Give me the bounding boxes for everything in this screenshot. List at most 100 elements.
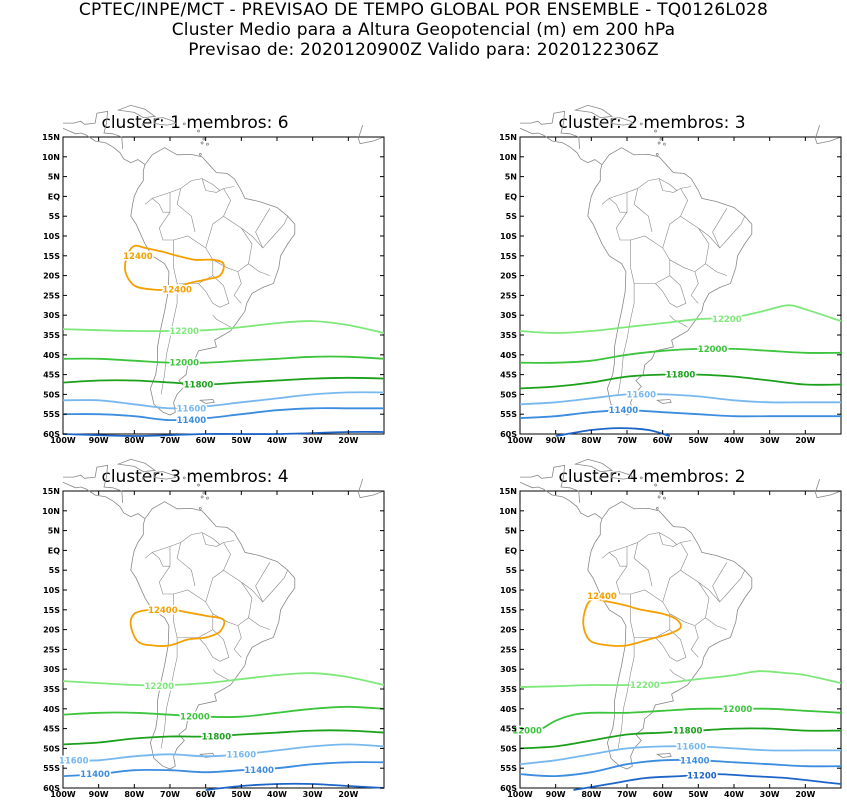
lat-label: 40S (43, 705, 60, 714)
lon-label: 100W (507, 790, 533, 799)
island (200, 141, 204, 145)
island (182, 122, 186, 126)
lon-label: 20W (795, 790, 815, 799)
lat-label: 5N (505, 173, 517, 182)
contour-11600 (519, 393, 841, 406)
contour-label-11400: 11400 (177, 416, 207, 426)
country-border (662, 215, 735, 249)
country-border (201, 532, 221, 545)
coast-hispaniola (153, 117, 177, 126)
axes: 15N 10N 5N EQ 5S 10S 15S 20S 25S 30S 35S 40S 45S 50S 5… (42, 133, 384, 445)
lat-label: 5N (505, 527, 517, 536)
country-border (176, 542, 196, 587)
lat-label: 55S (43, 764, 60, 773)
country-border (615, 546, 631, 610)
country-border (205, 186, 235, 193)
lon-label: 90W (546, 790, 566, 799)
lat-label: 40S (500, 351, 517, 360)
lat-label: 10S (500, 586, 517, 595)
lat-label: EQ (505, 546, 517, 555)
lat-label: 5S (49, 566, 61, 575)
map-plot-3: 12400 12200 12000 11800 11600 11600 11400 11400… (42, 458, 385, 799)
country-border (617, 637, 635, 749)
country-border (698, 227, 710, 264)
contour-label-12400: 12400 (162, 285, 192, 295)
country-border (176, 188, 196, 233)
island (141, 476, 145, 480)
lon-label: 80W (581, 790, 601, 799)
country-border (669, 314, 688, 328)
contour-label-11600: 11600 (59, 756, 89, 766)
island (197, 129, 200, 133)
country-border (669, 668, 688, 682)
lon-label: 40W (267, 790, 287, 799)
lat-label: 10S (500, 232, 517, 241)
lat-label: 10N (499, 153, 517, 162)
country-border (662, 186, 692, 193)
coast-falklands (198, 399, 215, 404)
coast-africa (357, 124, 385, 145)
lon-label: 70W (617, 790, 637, 799)
contour-11400 (519, 409, 841, 420)
country-border (205, 215, 278, 249)
lat-label: 20S (500, 272, 517, 281)
coastlines (519, 458, 842, 770)
lon-label: 70W (160, 436, 180, 445)
header-dates: Previsao de: 2020120900Z Valido para: 20… (188, 40, 659, 60)
coast-africa (814, 124, 842, 145)
lon-label: 60W (196, 436, 216, 445)
lat-label: 5S (49, 212, 61, 221)
contour-label-12000: 12000 (698, 345, 728, 355)
country-border (655, 283, 687, 308)
country-border (690, 625, 699, 658)
lat-label: 25S (500, 291, 517, 300)
coast-africa (814, 478, 842, 499)
coast-falklands (655, 399, 672, 404)
coast-central-america (519, 127, 603, 166)
lon-label: 90W (546, 436, 566, 445)
lat-label: 5S (506, 212, 518, 221)
contour-11400 (62, 761, 385, 777)
country-border (233, 271, 242, 304)
contour-label-12000: 12000 (723, 705, 753, 715)
contour-label-12200: 12200 (712, 315, 742, 325)
lat-label: 25S (43, 645, 60, 654)
panel-title: cluster: 4 membros: 2 (558, 467, 746, 487)
lon-label: 40W (724, 436, 744, 445)
axes: 15N 10N 5N EQ 5S 10S 15S 20S 25S 30S 35S 40S 45S 50S 5… (499, 133, 841, 445)
lat-label: 10N (42, 153, 60, 162)
panel-title: cluster: 2 membros: 3 (558, 113, 746, 133)
island (659, 491, 663, 495)
country-border (241, 227, 253, 264)
lat-label: 15N (499, 133, 517, 142)
lat-label: 30S (43, 665, 60, 674)
country-border (198, 637, 230, 662)
lon-label: 60W (196, 790, 216, 799)
contour-label-11600: 11600 (227, 750, 257, 760)
coast-hispaniola (610, 471, 634, 480)
country-border (241, 581, 253, 618)
contour-12400 (582, 598, 682, 647)
lat-label: 60S (43, 430, 60, 439)
lat-label: 40S (500, 705, 517, 714)
contour-11400 (519, 758, 842, 778)
coast-south-america (130, 501, 296, 770)
coast-cuba (116, 104, 157, 119)
contour-label-12400: 12400 (587, 592, 617, 602)
island (206, 496, 209, 500)
lat-label: 40S (43, 351, 60, 360)
lat-label: 45S (500, 371, 517, 380)
lon-label: 80W (124, 790, 144, 799)
contour-label-11400: 11400 (80, 770, 110, 780)
lat-label: 50S (500, 390, 517, 399)
contours: 12400 12200 12000 11800 11600 11600 11400 11400 (57, 604, 385, 791)
contour-label-12200: 12200 (145, 682, 175, 692)
cluster-panel-2: cluster: 2 membros: 3 12200 12000 11800 116… (457, 104, 847, 445)
lon-label: 50W (688, 436, 708, 445)
lon-label: 40W (267, 436, 287, 445)
contour-11600 (62, 743, 385, 762)
island (655, 153, 659, 156)
lat-label: 45S (43, 725, 60, 734)
country-border (617, 283, 635, 395)
contour-label-11800: 11800 (202, 733, 232, 743)
